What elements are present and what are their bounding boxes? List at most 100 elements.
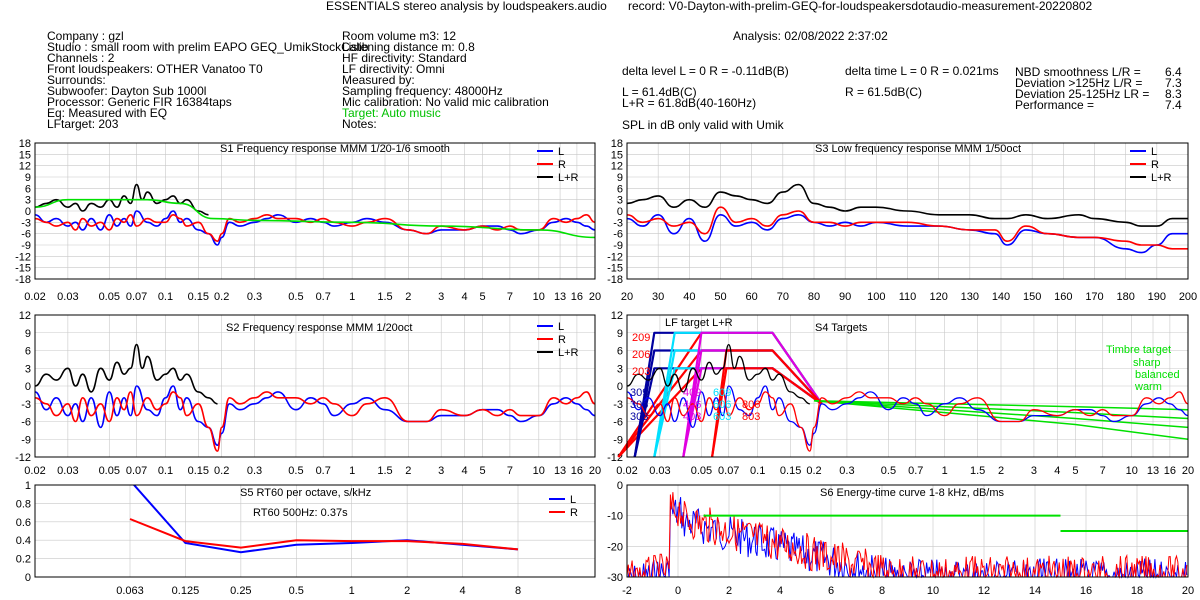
x-tick-label: 0.5: [881, 465, 896, 477]
metric-value: 7.4: [1165, 98, 1182, 112]
x-tick-label: 8: [879, 585, 885, 597]
x-tick-label: 0.3: [247, 465, 262, 477]
rt60-annotation: RT60 500Hz: 0.37s: [253, 507, 348, 519]
y-tick-label: -18: [607, 274, 623, 286]
x-tick-label: 2: [404, 585, 410, 597]
x-tick-label: 150: [1023, 291, 1041, 303]
y-tick-label: 0: [25, 572, 31, 584]
legend-label: R: [558, 334, 566, 346]
timbre-target-line: [813, 400, 1189, 411]
x-tick-label: 0.125: [172, 585, 200, 597]
x-tick-label: 0.02: [24, 291, 45, 303]
x-tick-label: 20: [589, 465, 601, 477]
lf-target-label: 603: [713, 411, 731, 423]
lf-target-label: 309: [630, 387, 648, 399]
info-line: Company : gzl: [47, 29, 124, 43]
legend-label: L+R: [558, 172, 579, 184]
x-tick-label: 1: [349, 465, 355, 477]
s4-title: S4 Targets: [815, 322, 868, 334]
y-tick-label: 1: [25, 480, 31, 492]
legend-label: L: [1151, 146, 1157, 158]
info-line: Eq: Measured with EQ: [47, 106, 168, 120]
y-tick-label: -6: [613, 417, 623, 429]
x-tick-label: 0.05: [691, 465, 712, 477]
x-tick-label: 16: [571, 465, 583, 477]
x-tick-label: 1: [942, 465, 948, 477]
x-tick-label: 4: [461, 291, 467, 303]
series-lr-line: [34, 343, 218, 405]
metric-label: Deviation 25-125Hz LR =: [1015, 87, 1150, 101]
series-target-line: [34, 198, 596, 239]
x-tick-label: 0.3: [247, 291, 262, 303]
info-line: Front loudspeakers: OTHER Vanatoo T0: [47, 62, 263, 76]
info-line: Subwoofer: Dayton Sub 1000l: [47, 84, 207, 98]
y-tick-label: -6: [21, 229, 31, 241]
x-tick-label: 0.05: [99, 465, 120, 477]
x-tick-label: 5: [480, 465, 486, 477]
lf-target-label: 803: [742, 411, 760, 423]
x-tick-label: 0.15: [780, 465, 801, 477]
y-tick-label: 9: [25, 172, 31, 184]
x-tick-label: 10: [927, 585, 939, 597]
legend-label: L+R: [1151, 172, 1172, 184]
y-tick-label: 15: [19, 149, 31, 161]
x-tick-label: 7: [507, 465, 513, 477]
y-tick-label: 6: [617, 183, 623, 195]
y-tick-label: -12: [15, 251, 31, 263]
s4-subtitle: LF target L+R: [665, 317, 733, 329]
x-tick-label: 90: [839, 291, 851, 303]
metric-label: Performance =: [1015, 98, 1095, 112]
y-tick-label: -3: [21, 217, 31, 229]
s6-frame: [626, 484, 1189, 578]
x-tick-label: 0.5: [288, 465, 303, 477]
s3-title: S3 Low frequency response MMM 1/50oct: [815, 143, 1021, 155]
x-tick-label: 0: [675, 585, 681, 597]
x-tick-label: 0.02: [24, 465, 45, 477]
timbre-label: balanced: [1135, 369, 1180, 381]
y-tick-label: -9: [613, 434, 623, 446]
y-tick-label: 6: [25, 346, 31, 358]
x-tick-label: 3: [438, 465, 444, 477]
y-tick-label: -12: [15, 452, 31, 464]
x-tick-label: 180: [1116, 291, 1134, 303]
x-tick-label: 120: [929, 291, 947, 303]
y-tick-label: 0.4: [16, 535, 31, 547]
lf-target-label: 303: [630, 411, 648, 423]
level-r: R = 61.5dB(C): [845, 85, 923, 99]
y-tick-label: -9: [613, 240, 623, 252]
etc-trace: [627, 497, 1188, 579]
y-tick-label: 6: [25, 183, 31, 195]
series-l-line: [34, 210, 596, 246]
target-line: Target: Auto music: [342, 106, 441, 120]
x-tick-label: 10: [533, 291, 545, 303]
x-tick-label: -2: [622, 585, 632, 597]
info-line: Studio : small room with prelim EAPO GEQ…: [47, 40, 369, 54]
x-tick-label: 0.1: [158, 465, 173, 477]
record-name: record: V0-Dayton-with-prelim-GEQ-for-lo…: [628, 0, 1093, 13]
x-tick-label: 4: [1054, 465, 1060, 477]
legend-label: R: [1151, 159, 1159, 171]
series-r-line: [626, 206, 1188, 250]
lf-target-label: 606: [713, 399, 731, 411]
x-tick-label: 16: [1164, 465, 1176, 477]
y-tick-label: -3: [613, 217, 623, 229]
info-line: Room volume m3: 12: [342, 29, 457, 43]
x-tick-label: 130: [961, 291, 979, 303]
x-tick-label: 20: [621, 291, 633, 303]
x-tick-label: 40: [683, 291, 695, 303]
lf-target-label: 403: [683, 411, 701, 423]
x-tick-label: 4: [460, 585, 466, 597]
info-line: LFtarget: 203: [47, 117, 119, 131]
x-tick-label: 0.3: [839, 465, 854, 477]
x-tick-label: 160: [1054, 291, 1072, 303]
y-tick-label: 0: [25, 206, 31, 218]
s3-frame: [626, 142, 1189, 280]
y-tick-label: -18: [15, 274, 31, 286]
y-tick-label: -9: [21, 240, 31, 252]
x-tick-label: 20: [1182, 465, 1194, 477]
y-tick-label: 9: [617, 172, 623, 184]
legend-label: L+R: [558, 347, 579, 359]
x-tick-label: 7: [1100, 465, 1106, 477]
x-tick-label: 1.5: [377, 465, 392, 477]
